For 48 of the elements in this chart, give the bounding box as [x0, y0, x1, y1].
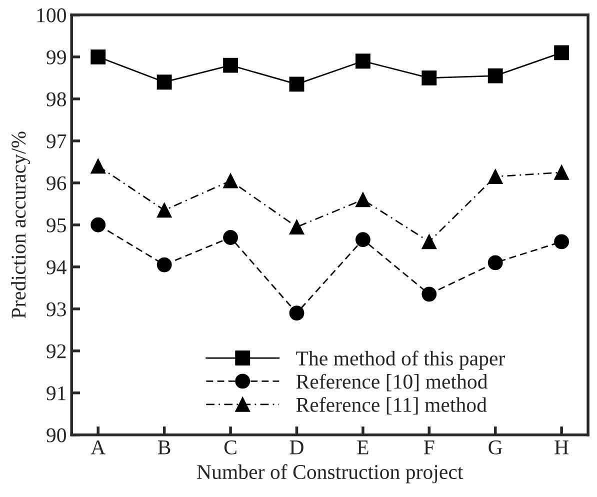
y-tick-label: 96 — [46, 176, 66, 190]
point — [355, 232, 370, 248]
point — [554, 164, 570, 180]
point — [90, 217, 106, 232]
x-tick-label: H — [554, 440, 568, 454]
point — [156, 74, 172, 90]
point — [223, 173, 238, 188]
y-tick-label: 97 — [46, 134, 66, 148]
x-tick-label: G — [488, 440, 502, 454]
y-tick-label: 100 — [37, 8, 66, 22]
legend-label: The method of this paper — [296, 350, 505, 370]
x-tick-label: E — [357, 440, 368, 454]
y-tick-label: 94 — [46, 260, 66, 274]
x-tick-label: C — [224, 440, 236, 454]
point — [289, 306, 304, 321]
x-axis-title: Number of Construction project — [197, 464, 464, 484]
point — [90, 49, 106, 64]
point — [90, 158, 106, 174]
x-tick-label: F — [424, 440, 434, 454]
y-tick-label: 91 — [46, 386, 66, 400]
point — [422, 70, 437, 86]
point — [554, 234, 570, 250]
point — [289, 76, 304, 92]
y-tick-label: 90 — [46, 428, 66, 442]
y-tick-label: 98 — [46, 92, 66, 106]
y-tick-label: 99 — [46, 50, 66, 64]
y-tick-label: 92 — [46, 344, 66, 358]
point — [422, 234, 437, 250]
x-tick-label: D — [290, 440, 304, 454]
point — [488, 68, 503, 84]
point — [488, 169, 503, 184]
point — [223, 58, 238, 73]
legend-label: Reference [11] method — [296, 397, 487, 414]
point — [554, 45, 570, 60]
point — [223, 230, 238, 245]
x-tick-label: B — [158, 440, 170, 454]
point — [156, 257, 172, 272]
y-axis-title: Prediction accuracy/% — [11, 132, 30, 318]
legend-label: Reference [10] method — [296, 374, 488, 392]
point — [422, 286, 437, 302]
point — [355, 192, 370, 208]
point — [488, 255, 503, 270]
y-tick-label: 95 — [46, 218, 66, 232]
y-tick-label: 93 — [46, 302, 66, 316]
point — [289, 220, 304, 234]
point — [156, 202, 172, 218]
x-tick-label: A — [90, 440, 106, 454]
point — [355, 54, 370, 69]
